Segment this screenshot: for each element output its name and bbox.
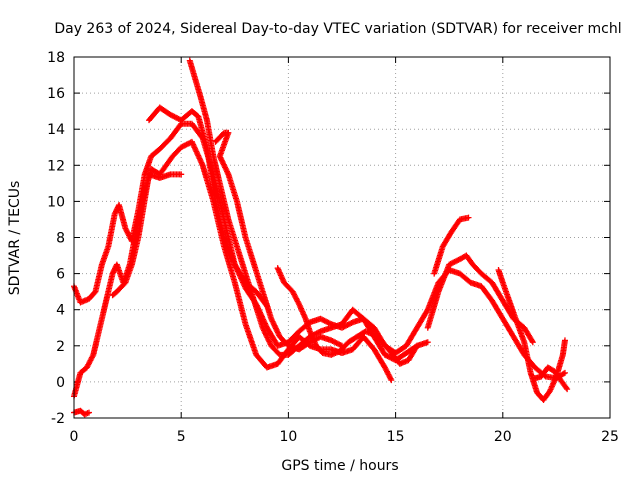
data-point	[424, 339, 431, 346]
data-point	[414, 342, 421, 349]
y-tick-label: 6	[56, 267, 65, 283]
series-track-6	[212, 129, 345, 353]
y-tick-label: -2	[51, 411, 65, 427]
x-tick-label: 15	[387, 429, 405, 445]
data-point	[564, 386, 571, 393]
y-tick-label: 2	[56, 339, 65, 355]
series-track-3	[109, 171, 185, 299]
data-point	[413, 344, 420, 351]
series-track-11	[531, 364, 571, 393]
plot-frame	[73, 56, 611, 419]
y-tick-label: 10	[47, 194, 65, 210]
data-point	[529, 339, 536, 346]
x-tick-label: 0	[70, 429, 79, 445]
y-axis-label: SDTVAR / TECUs	[7, 181, 23, 296]
y-tick-label: 0	[56, 375, 65, 391]
y-tick-label: 16	[47, 86, 65, 102]
series-track-9	[431, 214, 472, 277]
y-tick-label: 4	[56, 303, 65, 319]
x-tick-label: 5	[177, 429, 186, 445]
x-tick-label: 25	[601, 429, 619, 445]
data-point	[529, 337, 536, 344]
chart-title: Day 263 of 2024, Sidereal Day-to-day VTE…	[54, 21, 621, 37]
series-track-12	[71, 407, 93, 418]
y-tick-label: 12	[47, 158, 65, 174]
data-point	[423, 307, 430, 314]
x-axis-label: GPS time / hours	[281, 458, 398, 474]
data-point	[316, 329, 323, 336]
data-point	[348, 320, 355, 327]
series-track-7	[274, 265, 421, 367]
x-tick-label: 10	[279, 429, 297, 445]
y-tick-label: 14	[47, 122, 65, 138]
series-track-10	[495, 266, 568, 403]
data-point	[561, 337, 568, 344]
y-tick-label: 18	[47, 50, 65, 66]
data-point	[561, 369, 568, 376]
data-point	[465, 214, 472, 221]
x-tick-label: 20	[494, 429, 512, 445]
data-point	[560, 370, 567, 377]
data-points	[71, 57, 571, 418]
data-point	[86, 409, 93, 416]
data-point	[388, 377, 395, 384]
data-point	[563, 384, 570, 391]
data-point	[178, 171, 185, 178]
y-tick-label: 8	[56, 231, 65, 247]
